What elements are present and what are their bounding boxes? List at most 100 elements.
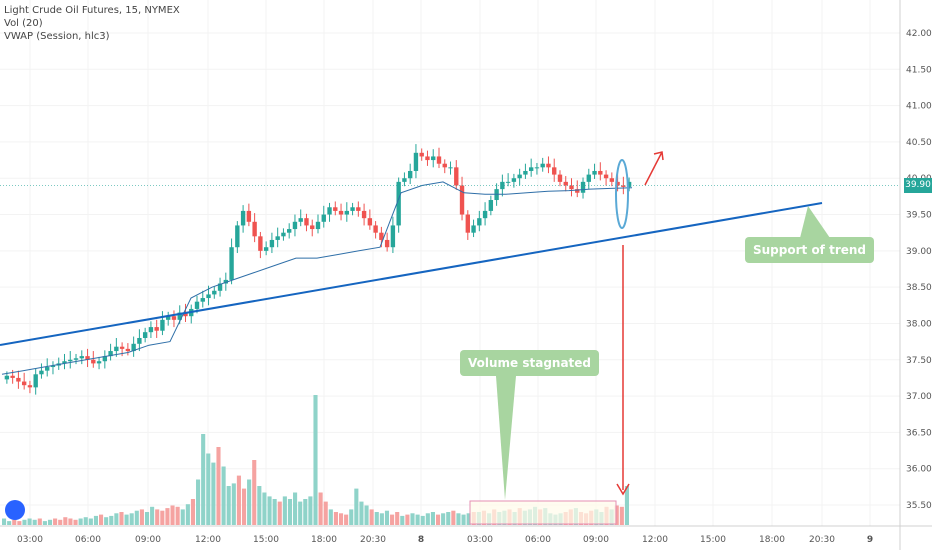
candle-body bbox=[419, 152, 424, 157]
volume-bar bbox=[293, 492, 298, 525]
time-tick-label: 20:30 bbox=[809, 535, 835, 545]
volume-bar bbox=[466, 513, 471, 525]
support-trendline bbox=[0, 202, 823, 346]
candle-body bbox=[511, 178, 517, 182]
candle-body bbox=[79, 356, 84, 359]
volume-bar bbox=[22, 519, 27, 525]
volume-bar bbox=[216, 447, 221, 525]
candle-body bbox=[396, 181, 401, 226]
candle-body bbox=[344, 210, 349, 215]
candle-body bbox=[137, 337, 142, 344]
price-tick-label: 41.50 bbox=[906, 65, 932, 75]
candle-body bbox=[229, 247, 234, 280]
time-tick-label: 18:00 bbox=[311, 535, 337, 545]
volume-bar bbox=[144, 512, 150, 525]
candle-body bbox=[505, 181, 511, 183]
volume-bar bbox=[134, 510, 139, 525]
volume-bar bbox=[83, 517, 88, 525]
candle-body bbox=[21, 381, 27, 386]
volume-bar bbox=[379, 513, 384, 525]
candle-body bbox=[598, 170, 603, 175]
chart-legend: Light Crude Oil Futures, 15, NYMEX Vol (… bbox=[4, 4, 180, 43]
price-tick-label: 36.00 bbox=[906, 465, 932, 475]
volume-bar bbox=[114, 513, 119, 525]
candle-body bbox=[252, 221, 257, 237]
price-tick-label: 39.50 bbox=[906, 211, 932, 221]
time-tick-label: 06:00 bbox=[75, 535, 101, 545]
candle-body bbox=[379, 232, 384, 240]
volume-bar bbox=[374, 512, 379, 525]
support-of-trend-callout[interactable]: Support of trend bbox=[745, 237, 875, 263]
volume-bar bbox=[303, 499, 308, 525]
time-tick-label: 18:00 bbox=[759, 535, 785, 545]
candle-body bbox=[200, 298, 205, 302]
volume-bar bbox=[175, 506, 180, 525]
volume-bar bbox=[236, 475, 241, 525]
candle-body bbox=[592, 170, 597, 175]
volume-bar bbox=[287, 499, 293, 525]
legend-volume[interactable]: Vol (20) bbox=[4, 18, 43, 29]
volume-bar bbox=[430, 512, 435, 525]
volume-bar bbox=[32, 519, 37, 525]
volume-bar bbox=[308, 496, 313, 525]
candle-body bbox=[33, 374, 38, 388]
candle-body bbox=[45, 367, 50, 371]
volume-bar bbox=[231, 483, 236, 525]
volume-bar bbox=[196, 479, 201, 525]
volume-bar bbox=[262, 492, 267, 525]
candle-body bbox=[275, 236, 280, 240]
candle-body bbox=[436, 156, 442, 164]
candle-body bbox=[223, 279, 229, 284]
legend-vwap[interactable]: VWAP (Session, hlc3) bbox=[4, 31, 110, 42]
volume-bar bbox=[104, 517, 109, 525]
time-tick-label: 03:00 bbox=[17, 535, 43, 545]
volume-callout-pointer bbox=[496, 376, 516, 500]
candle-body bbox=[217, 283, 223, 291]
candle-body bbox=[356, 207, 361, 211]
candle-body bbox=[603, 174, 609, 179]
volume-stagnated-callout[interactable]: Volume stagnated bbox=[460, 350, 600, 376]
candle-body bbox=[534, 167, 540, 169]
volume-bar bbox=[211, 462, 216, 525]
down-arrow-head bbox=[616, 483, 630, 496]
volume-bar bbox=[68, 518, 73, 525]
volume-bar bbox=[461, 514, 466, 525]
candle-body bbox=[563, 181, 568, 186]
candle-body bbox=[281, 232, 286, 237]
volume-bar bbox=[190, 499, 196, 525]
time-tick-label: 15:00 bbox=[253, 535, 279, 545]
candle-body bbox=[471, 225, 476, 233]
candle-body bbox=[338, 210, 344, 215]
candle-body bbox=[523, 170, 528, 175]
volume-bar bbox=[124, 514, 129, 525]
time-axis[interactable]: 03:00 06:00 09:00 12:00 15:00 18:00 20:30 8 03:0… bbox=[0, 525, 932, 545]
candle-body bbox=[482, 210, 488, 219]
volume-bar bbox=[624, 486, 629, 525]
candle-body bbox=[315, 221, 321, 230]
volume-bar bbox=[395, 512, 400, 525]
volume-bar bbox=[451, 510, 456, 525]
volume-bar bbox=[614, 505, 619, 525]
candle-body bbox=[459, 185, 465, 215]
volume-bar bbox=[99, 514, 104, 525]
legend-symbol[interactable]: Light Crude Oil Futures, 15, NYMEX bbox=[4, 5, 180, 16]
time-tick-label: 8 bbox=[418, 535, 424, 545]
volume-bar bbox=[364, 505, 369, 525]
time-tick-label: 09:00 bbox=[583, 535, 609, 545]
tradingview-logo-icon[interactable] bbox=[5, 500, 25, 520]
volume-bar bbox=[53, 518, 58, 525]
candle-body bbox=[477, 218, 482, 226]
up-arrow-line bbox=[644, 151, 663, 186]
candle-body bbox=[235, 225, 240, 248]
volume-bar bbox=[267, 496, 272, 525]
volume-bar bbox=[425, 513, 430, 525]
time-tick-label: 03:00 bbox=[467, 535, 493, 545]
candle-body bbox=[263, 247, 269, 251]
volume-bar bbox=[313, 395, 318, 525]
volume-bar bbox=[47, 519, 53, 525]
volume-bar bbox=[27, 518, 32, 525]
candle-body bbox=[258, 236, 263, 251]
volume-bar bbox=[415, 514, 420, 525]
candle-body bbox=[615, 181, 620, 186]
